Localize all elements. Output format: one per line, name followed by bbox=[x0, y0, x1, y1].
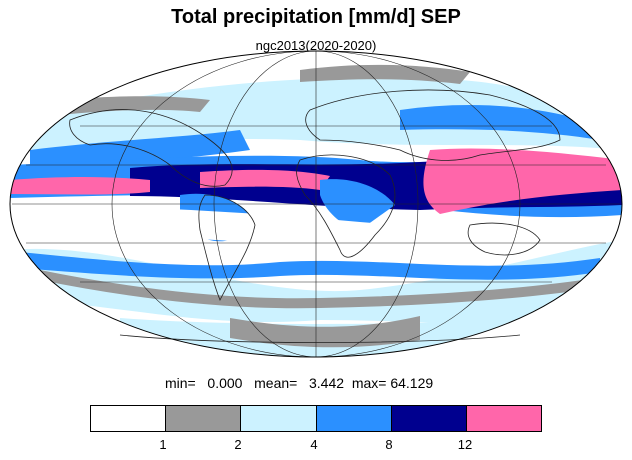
map-title: Total precipitation [mm/d] SEP bbox=[171, 6, 461, 28]
precip-band-antarctic-gray bbox=[230, 316, 420, 348]
precip-band-north-blue-2 bbox=[400, 105, 600, 140]
precip-band-south-blue bbox=[20, 252, 600, 280]
coast-antarctica bbox=[119, 334, 521, 343]
precip-band-south-light bbox=[10, 240, 622, 325]
statistics-line: min= 0.000 mean= 3.442 max= 64.129 bbox=[165, 375, 433, 391]
precip-band-north-gray bbox=[60, 96, 210, 115]
coast-south-america bbox=[198, 194, 256, 301]
colorbar-cell-2 bbox=[166, 406, 242, 431]
max-value: 64.129 bbox=[390, 375, 434, 391]
colorbar-tick-3: 4 bbox=[310, 437, 318, 452]
colorbar-tick-5: 12 bbox=[457, 437, 473, 452]
mean-label: mean= bbox=[254, 375, 298, 391]
mean-value: 3.442 bbox=[309, 375, 345, 391]
colorbar-tick-4: 8 bbox=[385, 437, 393, 452]
colorbar-tick-2: 2 bbox=[234, 437, 242, 452]
precip-band-north-gray-2 bbox=[300, 64, 470, 84]
map-subtitle: ngc2013(2020-2020) bbox=[255, 38, 377, 53]
itcz-pink-2 bbox=[200, 169, 330, 190]
coast-eurasia bbox=[305, 89, 561, 161]
coastlines bbox=[69, 89, 561, 343]
coast-africa bbox=[296, 154, 396, 258]
min-value: 0.000 bbox=[207, 375, 243, 391]
max-label: max= bbox=[351, 375, 387, 391]
coast-australia bbox=[467, 222, 541, 256]
colorbar-cell-4 bbox=[316, 406, 392, 431]
precip-band-north-blue bbox=[30, 130, 250, 170]
colorbar-cell-5 bbox=[391, 406, 467, 431]
min-label: min= bbox=[165, 375, 196, 391]
colorbar-tick-1: 1 bbox=[159, 437, 167, 452]
precip-patch-africa bbox=[320, 179, 395, 230]
colorbar-cell-6 bbox=[466, 406, 542, 431]
colorbar bbox=[90, 405, 542, 432]
coast-north-america bbox=[69, 109, 233, 187]
globe-outline bbox=[9, 50, 623, 358]
colorbar-cell-1 bbox=[91, 406, 167, 431]
colorbar-cell-3 bbox=[241, 406, 317, 431]
itcz-pink bbox=[10, 177, 150, 195]
precip-band-south-gray bbox=[40, 270, 610, 309]
